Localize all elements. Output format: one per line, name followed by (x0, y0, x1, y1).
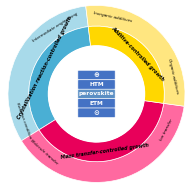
Wedge shape (29, 27, 91, 130)
Text: Crystallization reaction-controlled growth: Crystallization reaction-controlled grow… (17, 15, 73, 120)
Text: ⊕: ⊕ (94, 72, 99, 78)
Wedge shape (88, 26, 164, 103)
Text: Reaction condition: Reaction condition (15, 102, 31, 139)
Text: Organic additives: Organic additives (167, 58, 179, 94)
FancyBboxPatch shape (78, 80, 115, 89)
FancyBboxPatch shape (78, 70, 115, 80)
Text: Additive-controlled growth: Additive-controlled growth (111, 25, 166, 82)
Text: ETM: ETM (90, 101, 103, 106)
Circle shape (48, 46, 145, 142)
FancyBboxPatch shape (78, 108, 115, 117)
FancyBboxPatch shape (78, 89, 115, 99)
Wedge shape (21, 103, 184, 182)
Wedge shape (86, 5, 185, 106)
Wedge shape (8, 6, 88, 141)
Text: HTM: HTM (89, 82, 104, 87)
Text: Ion transfer: Ion transfer (159, 118, 173, 141)
Text: Molecule transfer: Molecule transfer (30, 139, 59, 165)
Wedge shape (39, 101, 164, 162)
Text: Inorganic additives: Inorganic additives (93, 12, 132, 23)
Text: Mass transfer-controlled growth: Mass transfer-controlled growth (60, 143, 149, 160)
Text: Intermediate engineering: Intermediate engineering (32, 12, 78, 43)
Text: perovskite: perovskite (79, 91, 114, 96)
FancyBboxPatch shape (78, 99, 115, 108)
Text: ⊙: ⊙ (94, 110, 99, 116)
